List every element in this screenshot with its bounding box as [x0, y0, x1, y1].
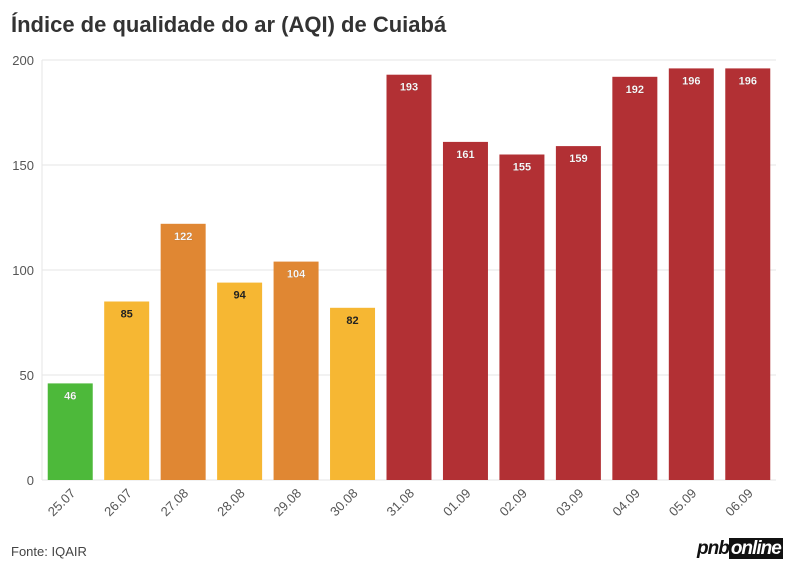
- x-tick-label: 27.08: [158, 486, 192, 520]
- logo-part: online: [728, 538, 783, 559]
- bar: [217, 282, 263, 480]
- data-label: 104: [287, 269, 306, 281]
- bar: [386, 74, 432, 480]
- logo-part: pnb: [697, 538, 730, 559]
- chart-title: Índice de qualidade do ar (AQI) de Cuiab…: [11, 12, 447, 37]
- bar: [330, 307, 376, 480]
- y-tick-label: 0: [27, 473, 34, 488]
- x-tick-label: 31.08: [384, 486, 418, 520]
- data-label: 82: [346, 315, 358, 327]
- data-label: 155: [513, 162, 531, 174]
- x-tick-label: 25.07: [45, 486, 79, 520]
- x-tick-label: 06.09: [722, 486, 756, 520]
- x-tick-label: 26.07: [101, 486, 135, 520]
- y-tick-label: 100: [12, 263, 34, 278]
- bar: [160, 223, 206, 481]
- x-tick-label: 28.08: [214, 486, 248, 520]
- bar: [47, 383, 93, 480]
- data-label: 192: [626, 84, 644, 96]
- data-label: 196: [739, 75, 757, 87]
- bar: [104, 301, 150, 480]
- bar: [668, 68, 714, 481]
- bar: [612, 76, 658, 481]
- y-tick-label: 200: [12, 53, 34, 68]
- brand-logo: pnb online: [697, 538, 783, 560]
- data-label: 196: [682, 75, 700, 87]
- bar: [555, 146, 601, 480]
- source-note: Fonte: IQAIR: [11, 544, 87, 559]
- bar: [725, 68, 771, 481]
- data-label: 159: [569, 153, 587, 165]
- data-label: 161: [456, 149, 474, 161]
- y-tick-label: 150: [12, 158, 34, 173]
- x-tick-label: 04.09: [609, 486, 643, 520]
- bar: [442, 141, 488, 480]
- data-label: 193: [400, 82, 418, 94]
- x-tick-label: 03.09: [553, 486, 587, 520]
- x-tick-label: 02.09: [496, 486, 530, 520]
- data-label: 85: [121, 309, 133, 321]
- data-label: 46: [64, 390, 76, 402]
- data-label: 94: [233, 290, 246, 302]
- bar: [273, 261, 319, 480]
- y-tick-label: 50: [20, 368, 34, 383]
- x-tick-label: 05.09: [666, 486, 700, 520]
- bar: [499, 154, 545, 480]
- data-label: 122: [174, 231, 192, 243]
- x-tick-label: 01.09: [440, 486, 474, 520]
- x-tick-label: 29.08: [271, 486, 305, 520]
- x-tick-label: 30.08: [327, 486, 361, 520]
